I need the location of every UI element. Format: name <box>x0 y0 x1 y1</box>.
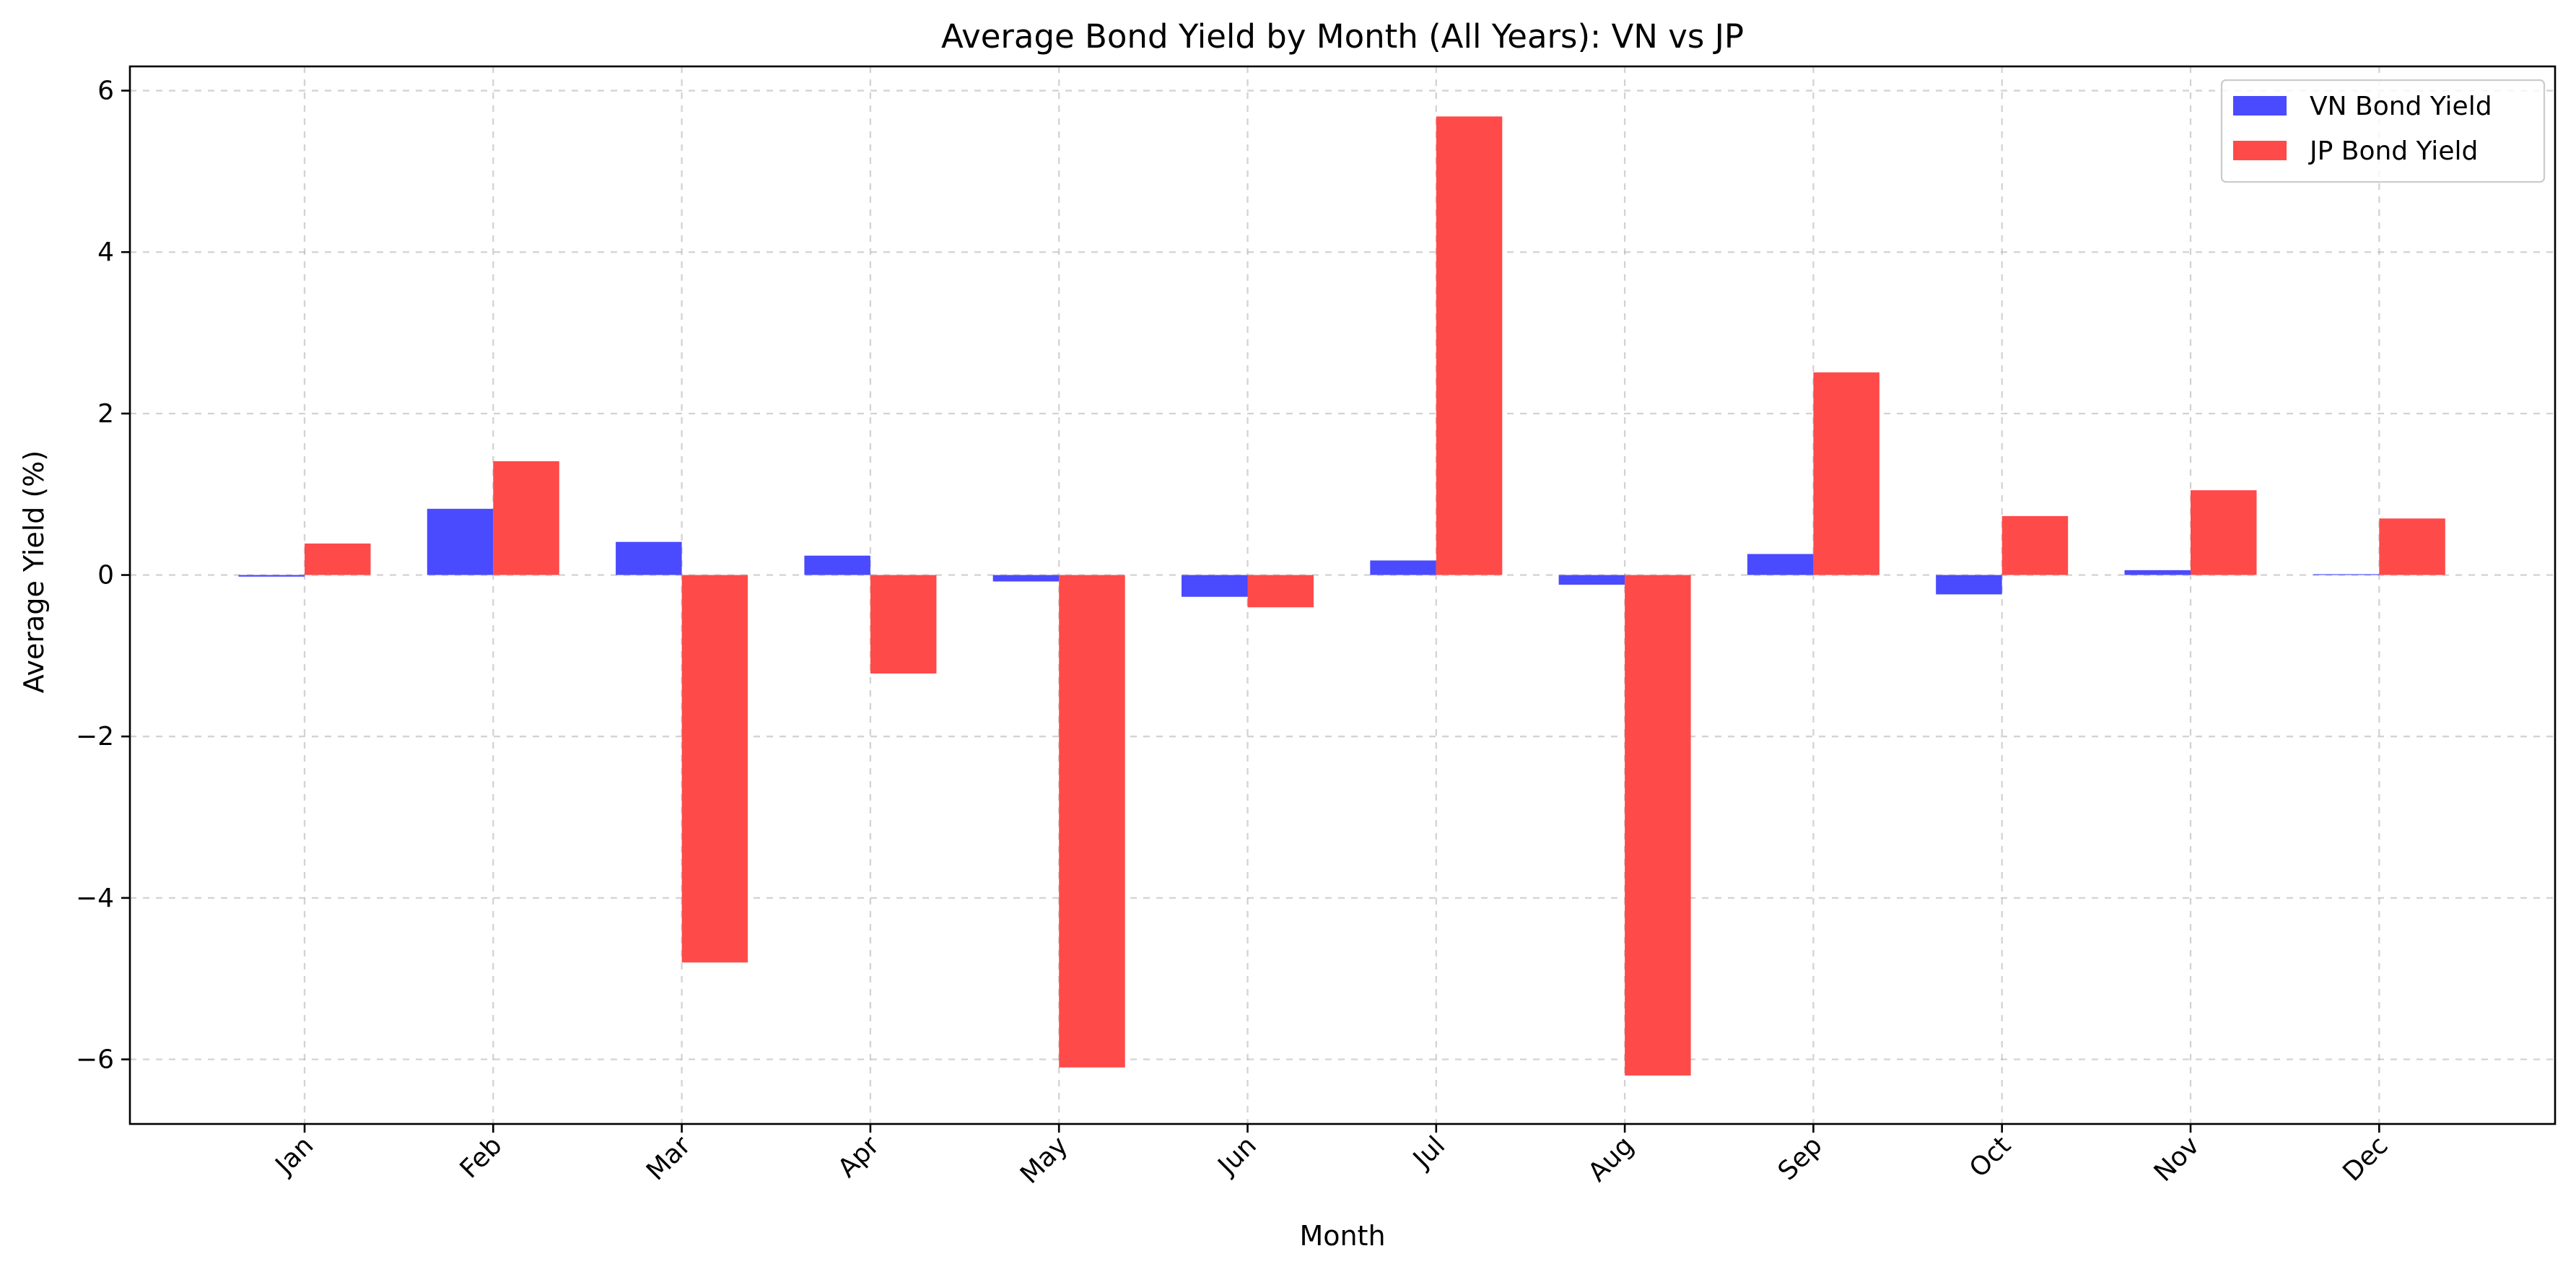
bar-jp-mar <box>681 575 748 963</box>
y-tick-label-4: 2 <box>97 399 114 429</box>
legend-frame <box>2220 79 2546 183</box>
bar-vn-oct <box>1936 575 2002 595</box>
bar-jp-apr <box>870 575 937 674</box>
y-tick-label-0: −6 <box>76 1045 114 1075</box>
x-axis-label: Month <box>1299 1220 1385 1252</box>
y-tick-label-2: −2 <box>76 722 114 751</box>
bar-vn-mar <box>616 541 682 575</box>
plot-area-frame <box>128 65 2557 1125</box>
y-tick-label-6: 6 <box>97 77 114 106</box>
chart-title: Average Bond Yield by Month (All Years):… <box>941 17 1744 56</box>
bar-jp-oct <box>2001 515 2069 575</box>
y-tick-label-3: 0 <box>97 561 114 590</box>
legend-swatch-vn <box>2233 96 2287 116</box>
y-axis-label: Average Yield (%) <box>18 450 50 693</box>
bar-jp-jun <box>1247 575 1314 608</box>
bars <box>238 116 2445 1076</box>
bar-vn-jun <box>1182 575 1248 597</box>
bar-vn-jan <box>238 575 305 577</box>
bar-vn-sep <box>1747 554 1814 575</box>
bar-jp-jul <box>1436 116 1503 575</box>
bar-jp-jan <box>305 543 371 575</box>
bar-jp-dec <box>2379 518 2445 575</box>
bar-vn-jul <box>1370 560 1436 575</box>
bar-vn-nov <box>2124 570 2191 575</box>
bar-jp-feb <box>493 461 559 575</box>
bar-jp-sep <box>1813 372 1879 575</box>
bar-jp-aug <box>1625 575 1691 1076</box>
bar-vn-may <box>992 575 1060 582</box>
y-tick-label-5: 4 <box>97 237 114 267</box>
bar-vn-feb <box>427 508 494 575</box>
y-tick-label-1: −4 <box>76 884 114 913</box>
legend: VN Bond Yield JP Bond Yield <box>2220 79 2546 183</box>
legend-label-vn: VN Bond Yield <box>2310 92 2492 121</box>
bar-jp-nov <box>2191 490 2257 575</box>
bar-vn-aug <box>1558 575 1625 585</box>
bar-jp-may <box>1059 575 1125 1068</box>
bar-vn-apr <box>804 555 870 575</box>
legend-swatch-jp <box>2233 141 2287 160</box>
legend-label-jp: JP Bond Yield <box>2308 136 2478 166</box>
bar-vn-dec <box>2313 574 2380 575</box>
